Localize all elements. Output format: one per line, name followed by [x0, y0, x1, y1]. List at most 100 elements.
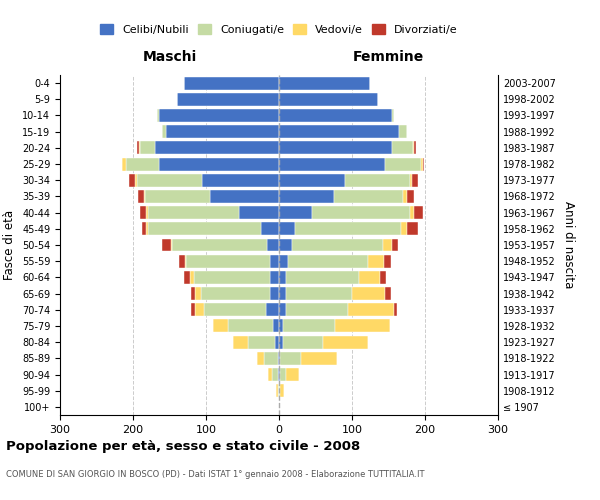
Bar — [279, 125, 400, 138]
Bar — [265, 352, 278, 365]
Bar — [184, 76, 279, 90]
Bar — [283, 336, 323, 348]
Bar — [279, 222, 295, 235]
Bar — [359, 271, 380, 284]
Bar — [280, 352, 301, 365]
Bar — [280, 368, 286, 381]
Bar — [148, 222, 261, 235]
Bar — [410, 206, 414, 219]
Bar — [272, 368, 278, 381]
Bar — [286, 287, 352, 300]
Bar — [283, 320, 335, 332]
Bar — [279, 254, 288, 268]
Bar — [239, 206, 279, 219]
Bar — [292, 238, 383, 252]
Bar — [162, 125, 166, 138]
Bar — [392, 238, 398, 252]
Bar — [421, 158, 423, 170]
Bar — [286, 304, 349, 316]
Bar — [158, 158, 279, 170]
Bar — [204, 304, 266, 316]
Bar — [268, 368, 272, 381]
Text: Maschi: Maschi — [142, 50, 197, 64]
Bar — [407, 222, 418, 235]
Bar — [412, 174, 418, 186]
Bar — [233, 336, 248, 348]
Bar — [185, 254, 186, 268]
Bar — [279, 190, 334, 203]
Bar — [172, 238, 268, 252]
Bar — [383, 238, 392, 252]
Bar — [279, 336, 283, 348]
Bar — [368, 254, 384, 268]
Bar — [344, 174, 410, 186]
Bar — [288, 254, 368, 268]
Bar — [228, 320, 273, 332]
Bar — [401, 222, 407, 235]
Bar — [385, 287, 391, 300]
Bar — [279, 287, 286, 300]
Bar — [279, 304, 286, 316]
Bar — [335, 320, 390, 332]
Bar — [394, 304, 397, 316]
Bar — [286, 271, 359, 284]
Bar — [414, 142, 416, 154]
Bar — [146, 206, 148, 219]
Bar — [190, 271, 194, 284]
Bar — [145, 190, 209, 203]
Bar — [380, 271, 386, 284]
Legend: Celibi/Nubili, Coniugati/e, Vedovi/e, Divorziati/e: Celibi/Nubili, Coniugati/e, Vedovi/e, Di… — [96, 20, 462, 39]
Bar — [130, 174, 135, 186]
Bar — [261, 222, 279, 235]
Bar — [414, 206, 423, 219]
Bar — [286, 368, 299, 381]
Bar — [278, 352, 279, 365]
Bar — [266, 304, 279, 316]
Bar — [138, 190, 144, 203]
Bar — [384, 254, 391, 268]
Y-axis label: Fasce di età: Fasce di età — [4, 210, 16, 280]
Text: Popolazione per età, sesso e stato civile - 2008: Popolazione per età, sesso e stato civil… — [6, 440, 360, 453]
Bar — [423, 158, 424, 170]
Bar — [279, 271, 286, 284]
Bar — [273, 320, 279, 332]
Bar — [248, 336, 275, 348]
Bar — [126, 158, 158, 170]
Bar — [137, 142, 139, 154]
Bar — [135, 174, 137, 186]
Bar — [279, 352, 280, 365]
Bar — [413, 142, 414, 154]
Bar — [201, 287, 270, 300]
Bar — [279, 174, 344, 186]
Bar — [177, 93, 279, 106]
Bar — [140, 142, 155, 154]
Bar — [279, 76, 370, 90]
Bar — [139, 142, 140, 154]
Bar — [142, 222, 146, 235]
Bar — [191, 287, 195, 300]
Bar — [184, 271, 190, 284]
Bar — [137, 174, 202, 186]
Bar — [195, 287, 201, 300]
Text: COMUNE DI SAN GIORGIO IN BOSCO (PD) - Dati ISTAT 1° gennaio 2008 - Elaborazione : COMUNE DI SAN GIORGIO IN BOSCO (PD) - Da… — [6, 470, 425, 479]
Bar — [171, 238, 172, 252]
Bar — [403, 190, 407, 203]
Bar — [276, 384, 278, 397]
Bar — [157, 109, 158, 122]
Bar — [194, 271, 270, 284]
Bar — [312, 206, 410, 219]
Bar — [279, 238, 292, 252]
Bar — [144, 190, 145, 203]
Text: Femmine: Femmine — [353, 50, 424, 64]
Y-axis label: Anni di nascita: Anni di nascita — [562, 202, 575, 288]
Bar — [410, 174, 412, 186]
Bar — [295, 222, 401, 235]
Bar — [407, 190, 414, 203]
Bar — [385, 158, 421, 170]
Bar — [323, 336, 368, 348]
Bar — [158, 109, 279, 122]
Bar — [280, 384, 284, 397]
Bar — [155, 142, 279, 154]
Bar — [122, 158, 126, 170]
Bar — [334, 190, 403, 203]
